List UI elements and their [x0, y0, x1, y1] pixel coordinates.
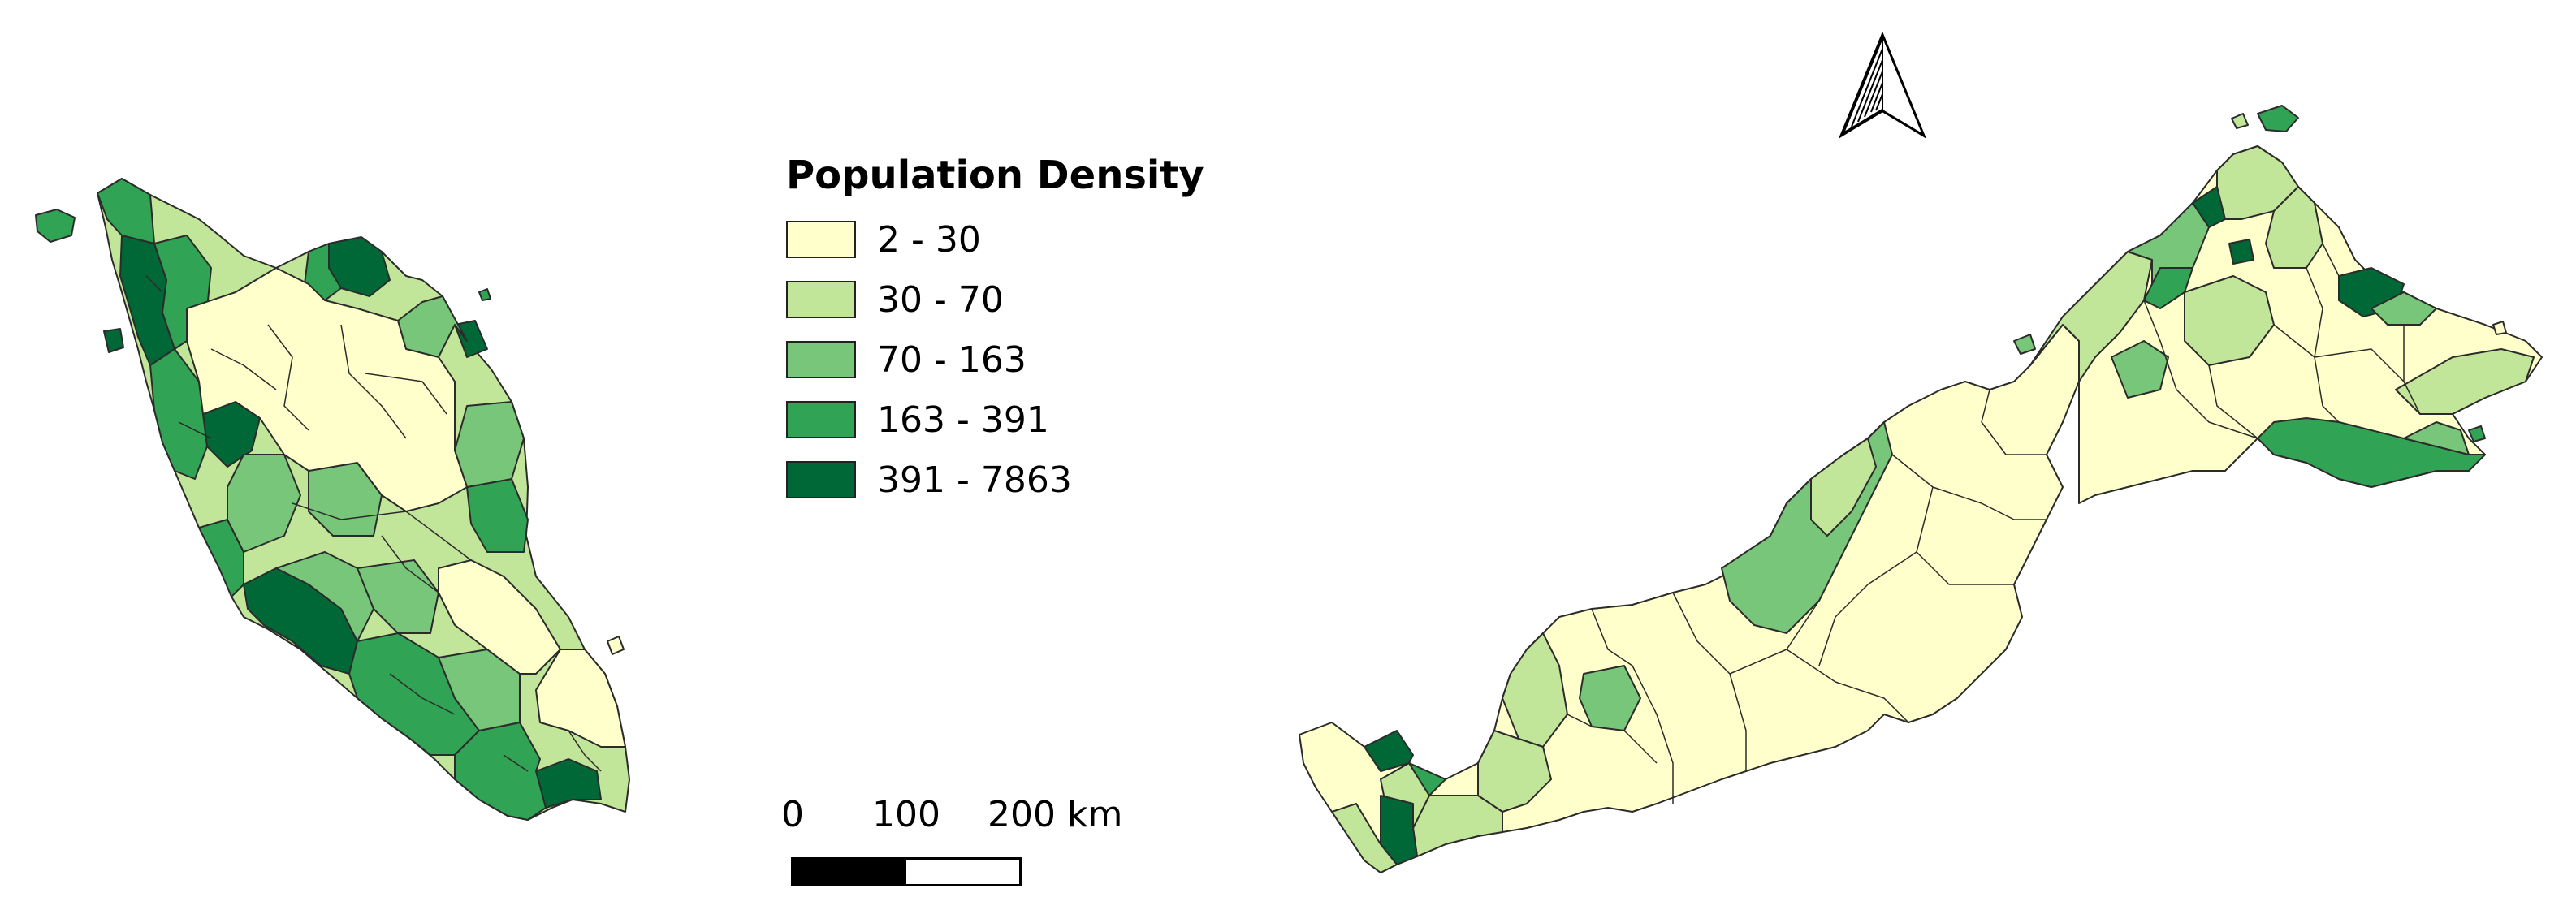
legend-label: 30 - 70 — [877, 278, 1004, 321]
langkawi-island — [35, 209, 76, 243]
island — [2492, 321, 2507, 335]
region-2-30 — [186, 267, 468, 512]
region-30-70 — [2395, 348, 2535, 415]
region-30-70 — [1331, 803, 1398, 873]
legend-swatch — [786, 401, 856, 438]
region-30-70 — [1810, 438, 1877, 537]
region-163-391 — [149, 348, 208, 480]
region-70-163 — [227, 454, 301, 553]
north-arrow-icon — [1838, 32, 1927, 139]
scale-tick-200: 200 km — [988, 794, 1123, 835]
region-2-30 — [438, 559, 561, 675]
banggi-island — [2257, 105, 2299, 132]
legend-item: 2 - 30 — [786, 209, 1241, 270]
region-30-70 — [2265, 186, 2323, 269]
legend-swatch — [786, 221, 856, 258]
legend-label: 2 - 30 — [877, 218, 981, 261]
island — [607, 636, 625, 655]
kuching-dark — [1364, 730, 1414, 772]
legend-swatch — [786, 461, 856, 498]
scale-bar: 0 100 200 km — [781, 794, 1155, 891]
region-30-70 — [1412, 795, 1503, 857]
region-163-391 — [1408, 762, 1446, 796]
scale-bar-graphic — [791, 857, 1022, 886]
legend-item: 30 - 70 — [786, 270, 1241, 330]
legend-title: Population Density — [786, 153, 1204, 198]
kk-dark — [2228, 239, 2254, 265]
legend-swatch — [786, 341, 856, 378]
region-30-70 — [2029, 251, 2153, 382]
peninsular-malaysia — [35, 178, 630, 821]
legend-label: 391 - 7863 — [877, 459, 1072, 501]
island — [2231, 113, 2249, 129]
legend-swatch — [786, 281, 856, 318]
region-163-391 — [2143, 267, 2193, 309]
region-163-391 — [348, 632, 480, 756]
scale-segment-white — [906, 860, 1019, 884]
labuan-island — [2013, 334, 2036, 355]
region-70-163 — [2111, 340, 2169, 399]
region-163-391 — [97, 178, 155, 244]
region-163-391 — [454, 722, 547, 821]
region-70-163 — [275, 551, 374, 642]
dark-region — [454, 320, 488, 358]
legend-item: 70 - 163 — [786, 330, 1241, 390]
legend-label: 163 - 391 — [877, 399, 1049, 441]
scale-tick-100: 100 — [872, 794, 940, 835]
region-30-70 — [2184, 275, 2275, 366]
scale-segment-black — [793, 860, 906, 884]
legend-label: 70 - 163 — [877, 339, 1027, 381]
island — [2468, 425, 2486, 442]
penang-island — [103, 328, 124, 353]
region-70-163 — [2371, 291, 2437, 326]
region-70-163 — [357, 559, 439, 634]
island — [478, 288, 491, 301]
region-163-391 — [2257, 417, 2486, 488]
east-malaysia — [1299, 105, 2543, 873]
legend-items: 2 - 30 30 - 70 70 - 163 163 - 391 391 - 7863 — [786, 209, 1241, 510]
region-2-30 — [535, 649, 626, 748]
scale-tick-0: 0 — [781, 794, 804, 835]
legend-item: 391 - 7863 — [786, 450, 1241, 510]
region-70-163 — [2403, 421, 2470, 455]
legend-item: 163 - 391 — [786, 390, 1241, 450]
region-70-163 — [454, 401, 525, 488]
legend: Population Density 2 - 30 30 - 70 70 - 163… — [786, 153, 1241, 510]
